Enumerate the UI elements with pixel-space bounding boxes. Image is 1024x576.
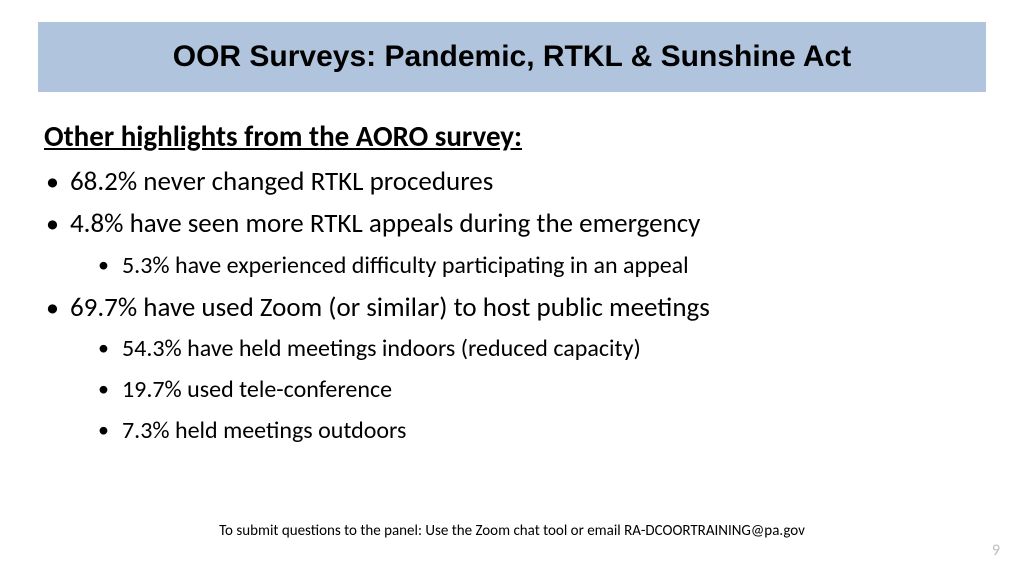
footer-note: To submit questions to the panel: Use th… bbox=[0, 522, 1024, 540]
list-item: 4.8% have seen more RTKL appeals during … bbox=[44, 206, 980, 283]
subheading: Other highlights from the AORO survey: bbox=[44, 118, 980, 154]
list-item: 5.3% have experienced difficulty partici… bbox=[96, 249, 980, 284]
slide-body: Other highlights from the AORO survey: 6… bbox=[44, 118, 980, 455]
bullet-text: 19.7% used tele-conference bbox=[122, 375, 392, 404]
bullet-text: 69.7% have used Zoom (or similar) to hos… bbox=[70, 291, 710, 324]
slide: OOR Surveys: Pandemic, RTKL & Sunshine A… bbox=[0, 0, 1024, 576]
list-item: 19.7% used tele-conference bbox=[96, 373, 980, 408]
bullet-list: 68.2% never changed RTKL procedures 4.8%… bbox=[44, 164, 980, 449]
slide-title: OOR Surveys: Pandemic, RTKL & Sunshine A… bbox=[173, 40, 852, 74]
bullet-text: 4.8% have seen more RTKL appeals during … bbox=[70, 207, 700, 240]
list-item: 69.7% have used Zoom (or similar) to hos… bbox=[44, 290, 980, 449]
bullet-text: 68.2% never changed RTKL procedures bbox=[70, 165, 493, 198]
sub-bullet-list: 54.3% have held meetings indoors (reduce… bbox=[70, 332, 980, 448]
bullet-text: 54.3% have held meetings indoors (reduce… bbox=[122, 334, 641, 363]
title-bar: OOR Surveys: Pandemic, RTKL & Sunshine A… bbox=[38, 22, 986, 92]
list-item: 7.3% held meetings outdoors bbox=[96, 414, 980, 449]
sub-bullet-list: 5.3% have experienced difficulty partici… bbox=[70, 249, 980, 284]
bullet-text: 7.3% held meetings outdoors bbox=[122, 416, 406, 445]
list-item: 54.3% have held meetings indoors (reduce… bbox=[96, 332, 980, 367]
bullet-text: 5.3% have experienced difficulty partici… bbox=[122, 251, 689, 280]
page-number: 9 bbox=[992, 541, 1000, 560]
list-item: 68.2% never changed RTKL procedures bbox=[44, 164, 980, 200]
